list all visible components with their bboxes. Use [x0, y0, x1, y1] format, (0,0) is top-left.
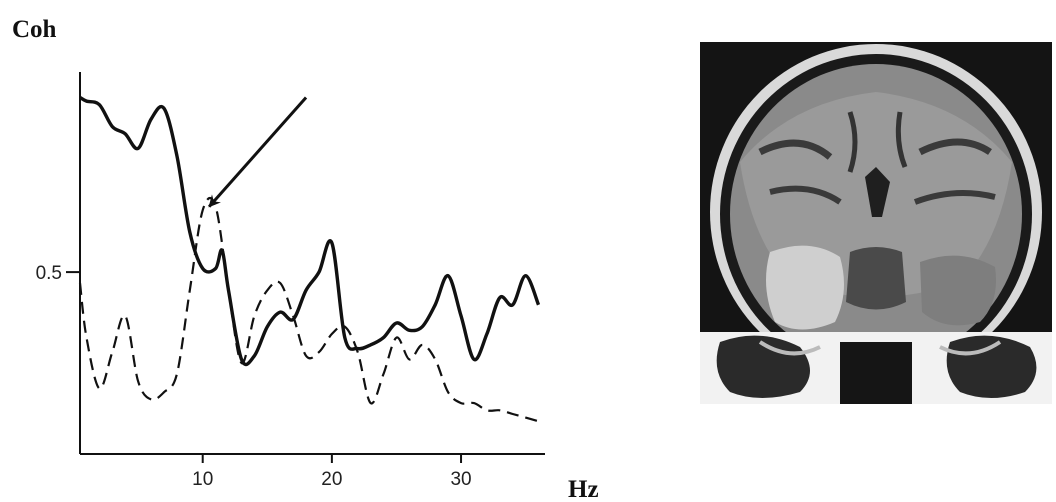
- annotation-layer: [208, 96, 308, 208]
- x-tick-label: 10: [192, 469, 213, 490]
- y-tick-label: 0.5: [36, 263, 62, 284]
- series-line-solid: [79, 96, 541, 367]
- y-ticks: 0.5: [36, 263, 80, 284]
- annotation-arrow: [208, 96, 308, 208]
- x-tick-label: 20: [321, 469, 342, 490]
- y-axis-label: Coh: [12, 16, 57, 43]
- coherence-chart: Coh Hz 0.5 10 20 30: [12, 16, 599, 502]
- x-tick-label: 30: [450, 469, 471, 490]
- series-layer: [78, 96, 541, 423]
- x-ticks: 10 20 30: [192, 454, 472, 490]
- mri-brain-coronal-scan-icon: [700, 42, 1052, 404]
- series-line-dashed: [78, 197, 539, 423]
- x-axis-label: Hz: [568, 476, 599, 502]
